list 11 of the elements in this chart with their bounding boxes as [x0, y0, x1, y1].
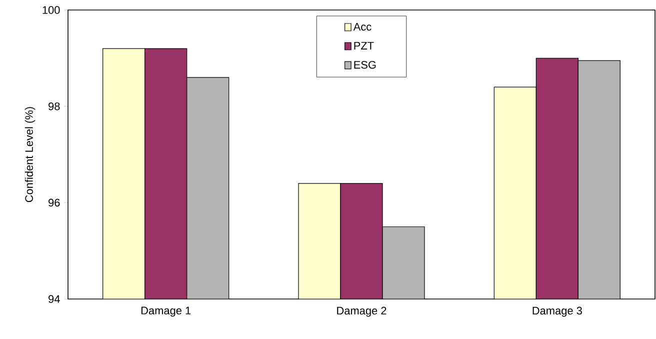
y-tick-label: 98: [48, 102, 60, 110]
y-tick-label: 94: [48, 295, 60, 303]
y-tick-label: 96: [48, 198, 60, 207]
x-tick-label: Damage 1: [141, 306, 191, 317]
legend-label: Acc: [353, 22, 372, 31]
x-tick-label: Damage 2: [337, 306, 386, 317]
x-tick-label: Damage 3: [532, 306, 582, 317]
y-axis-title: Confident Level (%): [24, 107, 36, 202]
y-tick-label: 100: [42, 6, 60, 14]
legend-label: ESG: [354, 60, 376, 69]
legend-label: PZT: [354, 42, 374, 50]
